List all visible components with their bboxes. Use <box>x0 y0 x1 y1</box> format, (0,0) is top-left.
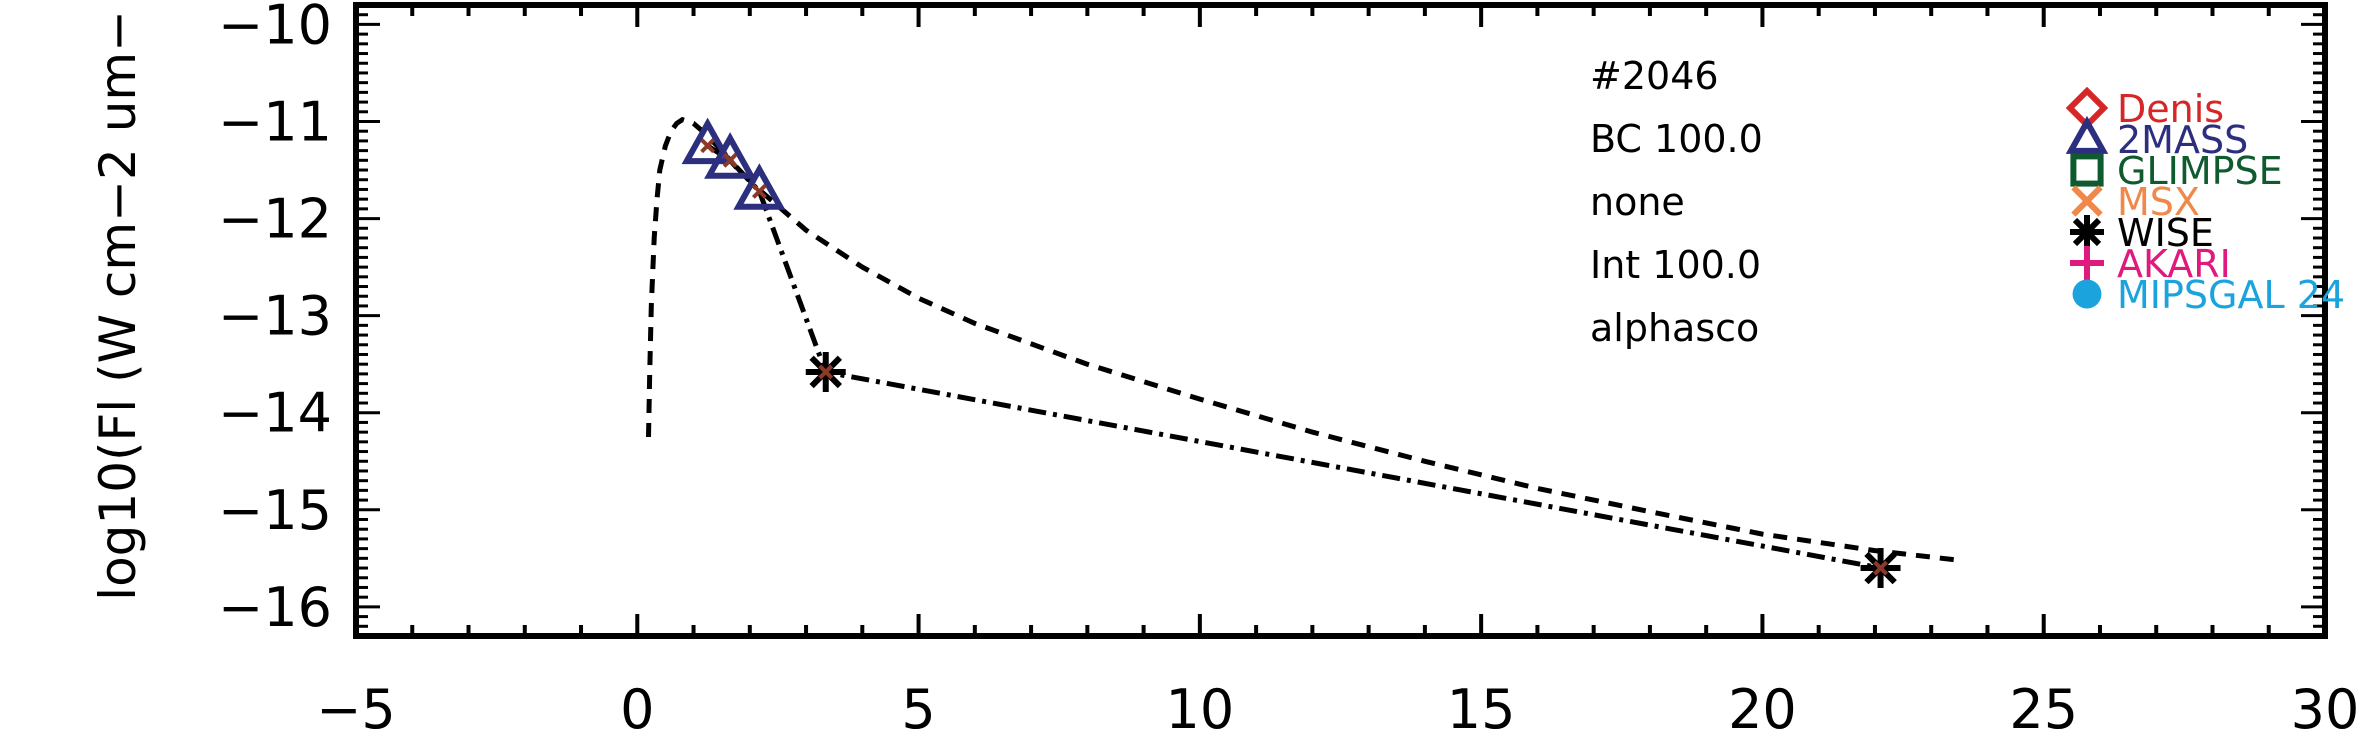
point-center-mark <box>722 152 738 168</box>
annotation-line: Int 100.0 <box>1590 243 1761 287</box>
series-lines <box>646 116 1960 571</box>
annotation-line: alphasco <box>1590 306 1759 350</box>
y-tick-label: −12 <box>218 188 332 251</box>
triangle-shape <box>733 163 786 210</box>
annotation-line: BC 100.0 <box>1590 117 1763 161</box>
data-point-2mass <box>704 132 757 179</box>
legend-entry: WISE <box>2070 211 2214 255</box>
plot-frame <box>353 2 2328 639</box>
annotation-line: none <box>1590 180 1685 224</box>
legend-circle-icon <box>2072 279 2102 309</box>
point-center-mark <box>751 183 767 199</box>
annotation-line: #2046 <box>1590 54 1719 98</box>
legend-entry: MSX <box>2071 180 2200 224</box>
triangle-shape <box>681 117 734 165</box>
axes <box>353 2 2328 639</box>
y-tick-label: −13 <box>218 285 332 348</box>
point-center-mark <box>1873 560 1888 576</box>
x-tick-label: 25 <box>2009 678 2078 741</box>
annotations: #2046 BC 100.0 none Int 100.0 alphasco <box>1590 54 1763 350</box>
tick-labels: −5 0 5 10 15 20 25 30 −16 −15 −14 −13 −12 −11 −10 <box>218 0 2359 741</box>
legend-asterisk-icon <box>2070 215 2104 249</box>
legend-entry: GLIMPSE <box>2070 149 2283 193</box>
x-tick-label: 0 <box>620 678 654 741</box>
legend-triangle-icon <box>2065 115 2109 154</box>
legend-label: 2MASS <box>2117 118 2248 162</box>
legend-plus-icon <box>2070 246 2104 280</box>
photometry-line <box>706 143 1882 571</box>
data-points <box>681 117 1901 589</box>
x-stroke <box>2071 185 2103 217</box>
data-point-2mass <box>681 117 734 165</box>
asterisk-stroke <box>2072 217 2102 247</box>
model-curve <box>646 116 1960 563</box>
legend-entry: AKARI <box>2070 242 2231 286</box>
triangle-shape <box>2065 115 2109 154</box>
y-tick-label: −15 <box>218 479 332 542</box>
legend-label: AKARI <box>2117 242 2231 286</box>
x-tick-label: −5 <box>316 678 396 741</box>
legend-square-icon <box>2070 153 2104 187</box>
y-tick-label: −14 <box>218 382 332 445</box>
triangle-shape <box>704 132 757 179</box>
point-center-mark <box>700 138 716 154</box>
legend-entry: 2MASS <box>2065 115 2248 162</box>
x-tick-label: 30 <box>2291 678 2360 741</box>
y-tick-label: −11 <box>218 90 332 153</box>
legend-x-icon <box>2071 185 2103 217</box>
y-axis-label: log10(Fl (W cm−2 um− <box>89 10 147 601</box>
legend-label: MSX <box>2117 180 2200 224</box>
legend-label: GLIMPSE <box>2117 149 2283 193</box>
circle-shape <box>2072 279 2102 309</box>
legend-entry: Denis <box>2065 86 2224 131</box>
x-tick-label: 5 <box>901 678 935 741</box>
y-tick-label: −10 <box>218 0 332 56</box>
legend-label: WISE <box>2117 211 2214 255</box>
square-shape <box>2070 153 2104 187</box>
y-tick-label: −16 <box>218 576 332 639</box>
data-point-wise <box>805 351 846 392</box>
legend-entry: MIPSGAL 24 <box>2072 273 2345 317</box>
legend-label: MIPSGAL 24 <box>2117 273 2345 317</box>
x-tick-label: 15 <box>1447 678 1516 741</box>
point-center-mark <box>818 364 834 380</box>
x-tick-label: 20 <box>1728 678 1797 741</box>
data-point-wise <box>1860 548 1901 589</box>
legend-label: Denis <box>2117 87 2224 131</box>
data-point-2mass <box>733 163 786 210</box>
x-tick-label: 10 <box>1165 678 1234 741</box>
